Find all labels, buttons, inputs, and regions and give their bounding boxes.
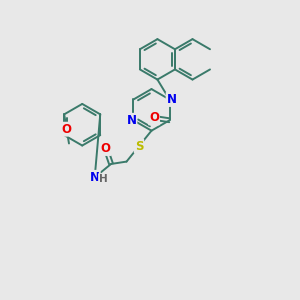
Text: N: N <box>90 171 100 184</box>
Text: O: O <box>101 142 111 155</box>
Text: N: N <box>126 114 136 127</box>
Text: N: N <box>167 93 177 106</box>
Text: O: O <box>149 111 159 124</box>
Text: O: O <box>61 123 72 136</box>
Text: H: H <box>99 174 107 184</box>
Text: S: S <box>135 140 143 153</box>
